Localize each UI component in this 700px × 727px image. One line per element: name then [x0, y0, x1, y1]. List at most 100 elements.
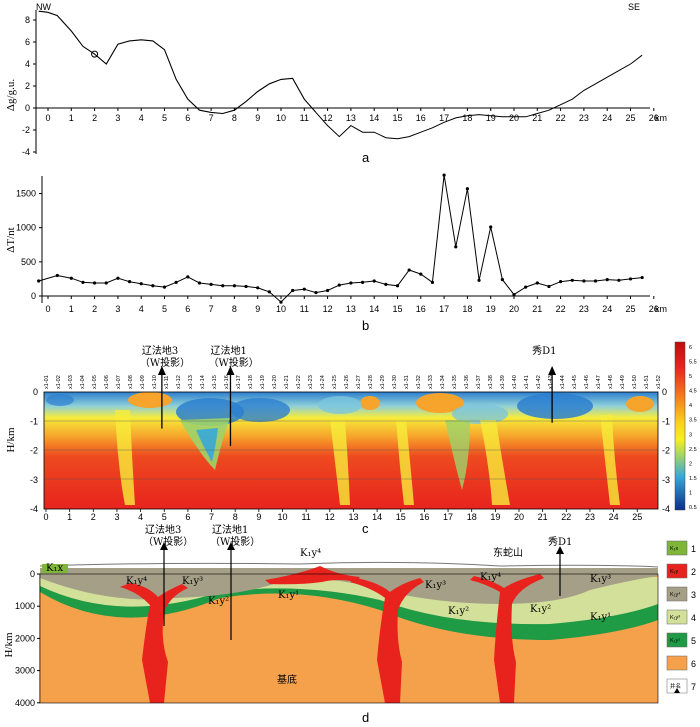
d-label-k1y4-b: K₁y⁴ [480, 572, 501, 583]
c-x-tick-label: 7 [209, 512, 214, 522]
b-point [267, 290, 271, 294]
d-legend-swatch-label: K₁y⁴ [670, 591, 681, 598]
b-point [326, 288, 330, 293]
b-x-tick-label: 12 [323, 304, 333, 314]
c-profile-label: x1-16 [224, 375, 230, 389]
panel-label-a: a [362, 150, 370, 165]
b-point [582, 279, 586, 283]
panel-label-c: c [362, 521, 369, 536]
c-profile-label: x1-08 [128, 375, 134, 389]
b-y-label: ΔT/nt [5, 227, 17, 252]
d-well-arrow [160, 542, 168, 550]
b-point [256, 286, 260, 290]
a-x-tick-label: 5 [162, 113, 167, 123]
b-point [37, 279, 41, 283]
d-intrusion [120, 583, 188, 703]
d-legend-number: 6 [691, 659, 696, 669]
b-y-tick-label: 0 [31, 291, 36, 301]
c-heat-blob [452, 404, 508, 424]
c-x-tick-label: 18 [467, 512, 477, 522]
c-y-tick-label: -4 [30, 504, 38, 514]
c-x-tick-label: 13 [348, 512, 358, 522]
c-well-arrow [157, 366, 166, 375]
c-profile-label: x1-04 [80, 375, 86, 389]
d-label-k1y2-c: K₁y² [530, 604, 551, 615]
d-well-label: 辽法地3 [145, 523, 181, 536]
c-colorbar-tick: 2.5 [689, 447, 697, 453]
c-profile-label: x1-48 [608, 375, 614, 389]
c-profile-label: x1-05 [92, 375, 98, 389]
b-point [174, 280, 178, 284]
d-intrusion [265, 566, 360, 585]
c-well-label: 秀D1 [532, 345, 556, 357]
a-x-tick-label: 6 [185, 113, 190, 123]
c-heat-blob [396, 420, 414, 505]
a-y-tick-label: 8 [25, 15, 30, 25]
d-k1x-block [42, 564, 68, 573]
c-profile-label: x1-49 [620, 375, 626, 389]
c-y-tick-label-right: 0 [662, 387, 667, 397]
b-x-tick-label: 15 [392, 304, 402, 314]
b-point [232, 284, 236, 288]
c-x-tick-label: 10 [277, 512, 287, 522]
b-x-tick-label: 19 [486, 304, 496, 314]
b-point [628, 277, 633, 281]
d-legend-swatch-label: 井名 [670, 682, 681, 690]
d-legend-number: 4 [691, 613, 696, 623]
d-label-k1y2-b: K₁y² [448, 606, 469, 617]
a-y-tick-label: 2 [25, 81, 30, 91]
b-point [430, 280, 435, 284]
b-y-tick-label: 1000 [16, 223, 36, 233]
b-point [500, 278, 504, 282]
b-point [454, 245, 458, 249]
d-legend-swatch-label: K₁y¹ [670, 638, 680, 644]
b-point [465, 187, 469, 191]
d-well-label: 辽法地1 [212, 523, 248, 536]
b-x-tick-label: 5 [162, 304, 167, 314]
b-y-tick-label: 500 [21, 257, 36, 267]
b-x-tick-label: 17 [439, 304, 449, 314]
b-points [37, 173, 644, 304]
b-point [69, 276, 73, 280]
c-x-tick-label: 21 [538, 512, 548, 522]
c-y-tick-label-right: -1 [662, 416, 670, 426]
c-profile-label: x1-41 [524, 375, 530, 389]
c-x-tick-label: 11 [301, 512, 310, 522]
b-point [372, 279, 376, 283]
nw-label: NW [36, 2, 51, 12]
a-x-tick-label: 21 [532, 113, 542, 123]
c-profile-label: x1-03 [68, 375, 74, 389]
d-legend-number: 2 [691, 567, 696, 577]
d-y-label: H/km [3, 632, 15, 658]
c-profile-label: x1-22 [296, 375, 302, 389]
c-profile-label: x1-38 [488, 375, 494, 389]
c-x-tick-label: 2 [91, 512, 96, 522]
d-well-arrow [227, 542, 235, 550]
c-heat-blob [230, 398, 290, 422]
c-profile-label: x1-40 [512, 375, 518, 389]
c-profile-label: x1-25 [332, 375, 338, 389]
c-heat-blob [360, 396, 380, 410]
a-x-ticks: 0 1 2 3 4 5 6 7 8 9 10 11 12 13 14 15 16 17 18 19 20 21 22 23 24… [45, 108, 659, 123]
d-well-1: 辽法地3 （W投影） [143, 523, 193, 626]
c-x-tick-label: 8 [233, 512, 238, 522]
b-x-tick-label: 1 [69, 304, 74, 314]
c-y-tick-label: -3 [30, 475, 38, 485]
c-heat-blob [196, 428, 218, 462]
d-well-sub: （W投影） [143, 535, 193, 548]
a-x-tick-label: 25 [625, 113, 635, 123]
d-legend-swatch-label: K₁x [670, 546, 679, 552]
a-x-tick-label: 16 [416, 113, 426, 123]
c-x-tick-label: 17 [443, 512, 453, 522]
a-x-tick-label: 15 [392, 113, 402, 123]
b-point [55, 273, 59, 278]
d-y-tick-label: 0 [30, 569, 35, 579]
d-well-arrow [556, 546, 564, 554]
panel-d: H/km 0 1000 2000 3000 4000 K₁x K₁y⁴ K₁y³ K₁y… [3, 523, 696, 725]
c-x-tick-label: 22 [561, 512, 571, 522]
c-profile-label: x1-43 [548, 375, 554, 389]
b-point [605, 278, 609, 282]
c-x-tick-label: 12 [325, 512, 335, 522]
a-y-label: Δg/g.u. [5, 79, 17, 111]
